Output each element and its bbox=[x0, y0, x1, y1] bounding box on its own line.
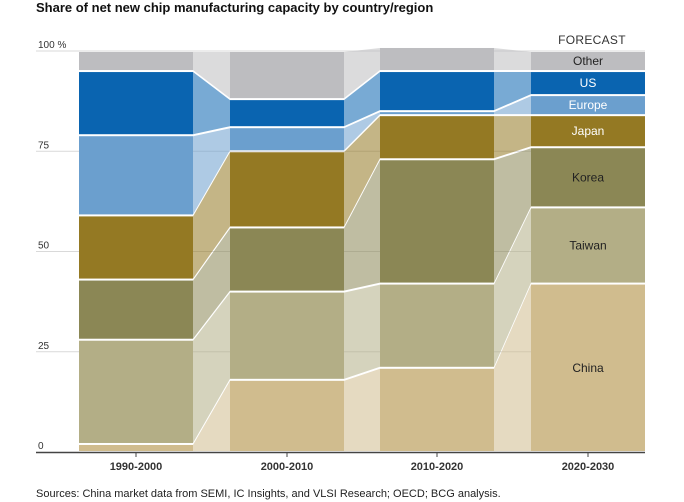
bar-segments bbox=[79, 47, 645, 451]
bar-china-2000-2010 bbox=[230, 380, 344, 451]
stacked-bar-chart: China Taiwan Korea Japan Europe US Other FORECA… bbox=[36, 33, 645, 473]
bar-europe-1990-2000 bbox=[79, 136, 193, 215]
x-tick-label-1990-2000: 1990-2000 bbox=[110, 461, 163, 473]
y-tick-label-0: 0 bbox=[38, 441, 44, 452]
flow-europe-1 bbox=[344, 112, 380, 151]
flow-other-2 bbox=[494, 47, 531, 71]
bar-europe-2020-2030 bbox=[531, 96, 645, 115]
bar-korea-2020-2030 bbox=[531, 148, 645, 207]
bar-china-1990-2000 bbox=[79, 444, 193, 451]
bar-japan-2010-2020 bbox=[380, 116, 494, 159]
flow-korea-0 bbox=[193, 228, 230, 339]
flow-china-1 bbox=[344, 368, 380, 451]
bar-japan-2020-2030 bbox=[531, 116, 645, 147]
flow-other-0 bbox=[193, 52, 230, 99]
y-tick-label-25: 25 bbox=[38, 341, 50, 352]
segment-label-japan: Japan bbox=[572, 124, 605, 138]
bar-taiwan-2020-2030 bbox=[531, 208, 645, 283]
connector-bands bbox=[193, 47, 531, 451]
bar-japan-2000-2010 bbox=[230, 152, 344, 227]
bar-other-2000-2010 bbox=[230, 52, 344, 99]
chart-title: Share of net new chip manufacturing capa… bbox=[36, 0, 434, 15]
segment-label-us: US bbox=[580, 76, 597, 90]
bar-us-2020-2030 bbox=[531, 72, 645, 95]
bar-other-1990-2000 bbox=[79, 52, 193, 71]
y-tick-label-50: 50 bbox=[38, 241, 50, 252]
segment-label-europe: Europe bbox=[569, 98, 608, 112]
bar-other-2010-2020 bbox=[380, 47, 494, 71]
bar-taiwan-2000-2010 bbox=[230, 292, 344, 379]
x-tick-label-2000-2010: 2000-2010 bbox=[261, 461, 314, 473]
flow-japan-2 bbox=[494, 116, 531, 159]
flow-china-0 bbox=[193, 380, 230, 451]
bar-europe-2010-2020 bbox=[380, 112, 494, 115]
y-tick-label-75: 75 bbox=[38, 140, 50, 151]
x-tick-label-2020-2030: 2020-2030 bbox=[562, 461, 615, 473]
flow-taiwan-2 bbox=[494, 208, 531, 367]
segment-label-korea: Korea bbox=[572, 170, 604, 184]
bar-europe-2000-2010 bbox=[230, 128, 344, 151]
flow-us-1 bbox=[344, 72, 380, 127]
bar-japan-1990-2000 bbox=[79, 216, 193, 279]
flow-china-2 bbox=[494, 284, 531, 451]
bar-taiwan-1990-2000 bbox=[79, 340, 193, 443]
flow-us-2 bbox=[494, 72, 531, 111]
y-tick-label-100: 100 % bbox=[38, 40, 66, 51]
bar-korea-1990-2000 bbox=[79, 280, 193, 339]
flow-europe-0 bbox=[193, 128, 230, 215]
flow-us-0 bbox=[193, 72, 230, 135]
flow-other-1 bbox=[344, 47, 380, 99]
axes: 0 25 50 75 100 % 1990-2000 2000-2010 2010-2020 2… bbox=[36, 40, 645, 473]
flow-japan-1 bbox=[344, 116, 380, 227]
segment-label-china: China bbox=[572, 361, 604, 375]
flow-korea-2 bbox=[494, 148, 531, 283]
bar-other-2020-2030 bbox=[531, 52, 645, 71]
flow-korea-1 bbox=[344, 160, 380, 291]
flow-europe-2 bbox=[494, 96, 531, 115]
segment-labels: China Taiwan Korea Japan Europe US Other FORECA… bbox=[558, 33, 626, 375]
bar-us-2010-2020 bbox=[380, 72, 494, 111]
segment-label-taiwan: Taiwan bbox=[569, 238, 606, 252]
bar-korea-2000-2010 bbox=[230, 228, 344, 291]
forecast-annotation: FORECAST bbox=[558, 33, 626, 47]
flow-taiwan-0 bbox=[193, 292, 230, 443]
source-note: Sources: China market data from SEMI, IC… bbox=[36, 488, 501, 500]
flow-japan-0 bbox=[193, 152, 230, 279]
bar-china-2020-2030 bbox=[531, 284, 645, 451]
segment-label-other: Other bbox=[573, 54, 603, 68]
bar-taiwan-2010-2020 bbox=[380, 284, 494, 367]
bar-korea-2010-2020 bbox=[380, 160, 494, 283]
flow-taiwan-1 bbox=[344, 284, 380, 379]
bar-china-2010-2020 bbox=[380, 368, 494, 451]
x-tick-label-2010-2020: 2010-2020 bbox=[411, 461, 464, 473]
bar-us-2000-2010 bbox=[230, 100, 344, 127]
bar-us-1990-2000 bbox=[79, 72, 193, 135]
